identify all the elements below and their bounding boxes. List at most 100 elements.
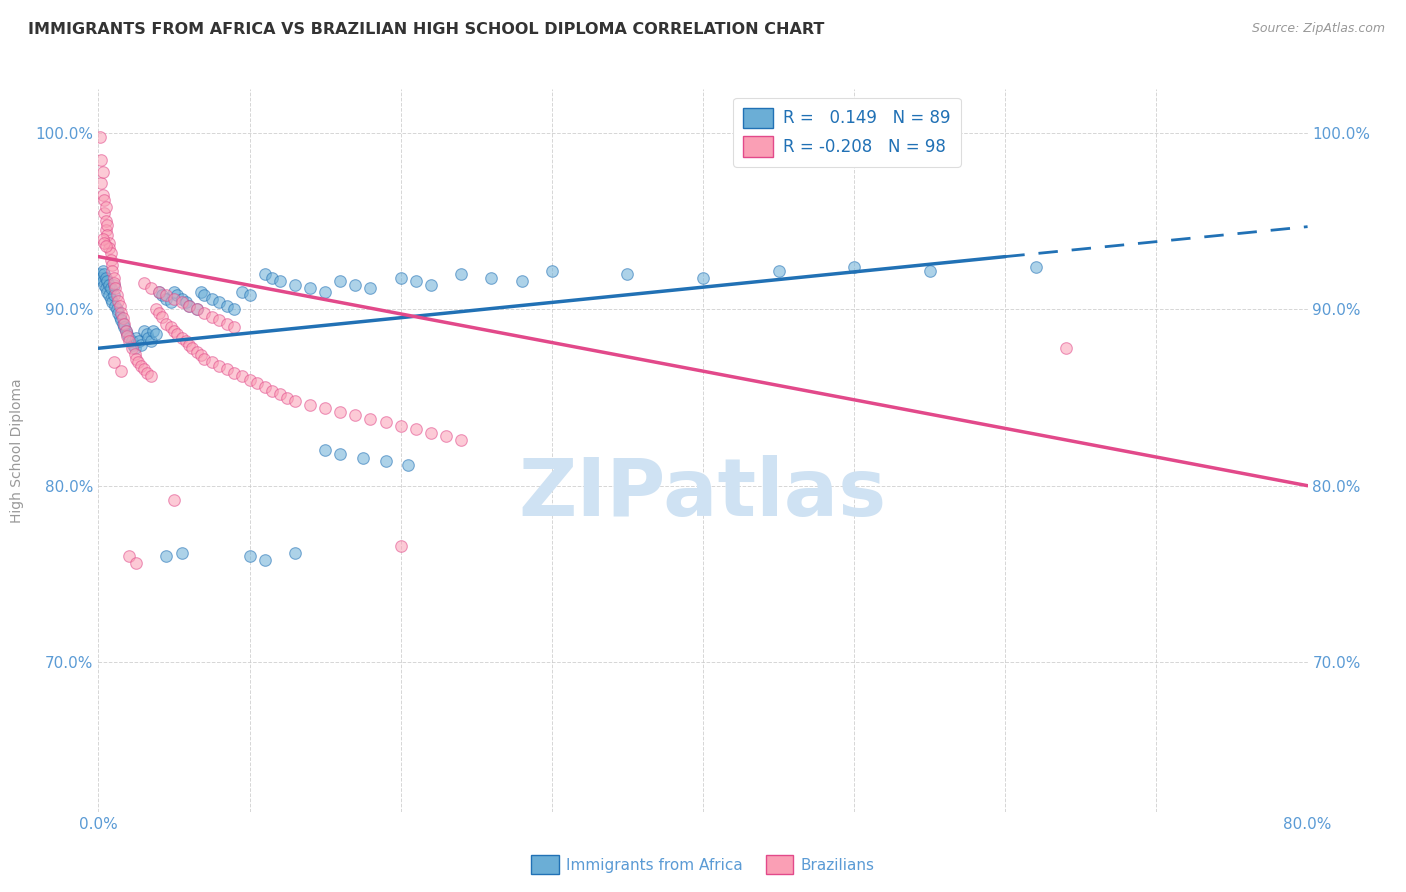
Point [132,276,155,290]
Point [122,337,145,351]
Point [118,549,141,564]
Point [107,293,129,308]
Point [124,346,146,360]
Point [93,193,115,207]
Point [107,306,129,320]
Point [510,274,533,288]
Point [127,355,149,369]
Point [100,292,122,306]
Point [299,398,322,412]
Point [110,364,132,378]
Point [170,295,193,310]
Point [103,277,125,292]
Point [190,348,212,362]
Point [481,270,503,285]
Point [94,200,117,214]
Point [98,241,121,255]
Point [179,299,201,313]
Point [215,299,238,313]
Point [360,281,382,295]
Point [450,433,472,447]
Point [396,458,419,472]
Point [91,232,114,246]
Point [540,263,562,277]
Point [170,292,193,306]
Point [91,263,114,277]
Point [100,246,122,260]
Point [94,223,117,237]
Point [112,317,135,331]
Point [224,302,246,317]
Point [163,292,186,306]
Point [201,292,224,306]
Point [389,418,412,433]
Point [145,327,167,342]
Point [262,270,284,285]
Point [314,285,336,299]
Point [101,259,124,273]
Point [129,359,152,373]
Point [128,334,150,349]
Point [115,327,138,342]
Point [1054,341,1077,355]
Point [96,285,118,299]
Point [420,425,443,440]
Point [91,274,114,288]
Point [118,331,141,345]
Point [405,422,427,436]
Point [329,274,352,288]
Point [239,549,262,564]
Point [135,366,157,380]
Point [104,299,127,313]
Point [150,288,173,302]
Point [181,341,204,355]
Point [163,492,186,507]
Point [844,260,866,275]
Point [108,310,131,324]
Point [314,401,336,416]
Point [262,384,284,398]
Point [111,311,134,326]
Point [166,288,188,302]
Text: IMMIGRANTS FROM AFRICA VS BRAZILIAN HIGH SCHOOL DIPLOMA CORRELATION CHART: IMMIGRANTS FROM AFRICA VS BRAZILIAN HIGH… [28,22,824,37]
Point [352,450,374,465]
Point [93,267,115,281]
Point [239,288,262,302]
Point [114,324,136,338]
Point [155,288,177,302]
Point [193,288,215,302]
Point [101,263,124,277]
Point [284,277,307,292]
Point [103,355,125,369]
Point [132,324,155,338]
Point [96,228,118,243]
Point [132,362,155,376]
Point [110,313,132,327]
Point [91,165,114,179]
Point [148,285,170,299]
Point [94,281,117,295]
Point [389,539,412,553]
Point [374,415,396,429]
Point [93,205,115,219]
Point [1024,260,1046,275]
Point [329,447,352,461]
Point [89,267,111,281]
Point [100,281,122,295]
Point [155,292,177,306]
Point [93,235,115,250]
Point [114,324,136,338]
Point [193,351,215,366]
Point [253,552,276,566]
Point [190,285,212,299]
Point [98,277,121,292]
Point [360,411,382,425]
Point [224,366,246,380]
Point [269,387,291,401]
Point [208,359,231,373]
Point [160,295,183,310]
Point [163,324,186,338]
Point [186,344,208,359]
Point [136,331,159,345]
Point [374,454,396,468]
